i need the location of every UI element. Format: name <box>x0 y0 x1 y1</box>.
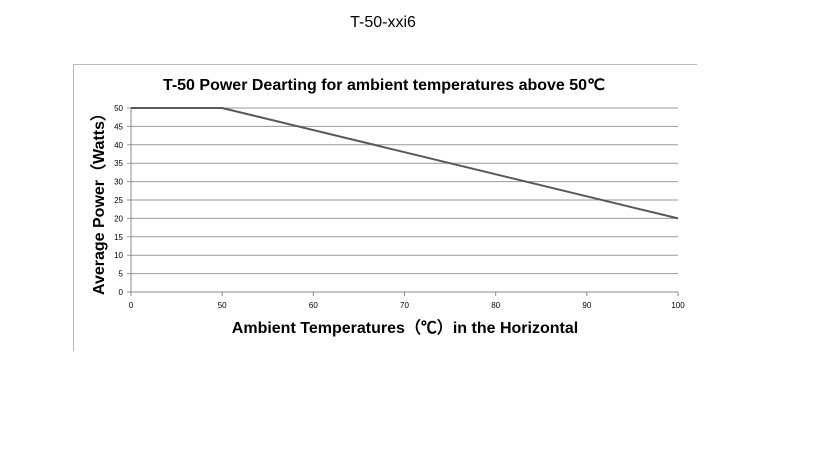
page-title: T-50-xxi6 <box>350 14 416 31</box>
y-tick-label: 0 <box>119 288 124 297</box>
x-tick-label: 80 <box>491 301 500 310</box>
y-tick-label: 30 <box>114 178 123 187</box>
x-tick-label: 90 <box>582 301 591 310</box>
x-tick-label: 50 <box>218 301 227 310</box>
chart-title: T-50 Power Dearting for ambient temperat… <box>163 77 605 94</box>
y-tick-label: 35 <box>114 159 123 168</box>
y-tick-label: 10 <box>114 251 123 260</box>
x-tick-label: 100 <box>671 301 685 310</box>
x-tick-label: 60 <box>309 301 318 310</box>
y-tick-label: 20 <box>114 214 123 223</box>
chart-frame <box>73 64 697 351</box>
y-tick-label: 45 <box>114 122 123 131</box>
y-tick-label: 15 <box>114 233 123 242</box>
y-tick-label: 5 <box>119 270 124 279</box>
y-tick-label: 25 <box>114 196 123 205</box>
x-tick-label: 0 <box>129 301 134 310</box>
y-tick-label: 50 <box>114 104 123 113</box>
y-axis-label: Average Power（Watts） <box>90 105 108 295</box>
x-tick-label: 70 <box>400 301 409 310</box>
x-axis-label: Ambient Temperatures（℃）in the Horizontal <box>232 319 578 337</box>
y-tick-label: 40 <box>114 141 123 150</box>
